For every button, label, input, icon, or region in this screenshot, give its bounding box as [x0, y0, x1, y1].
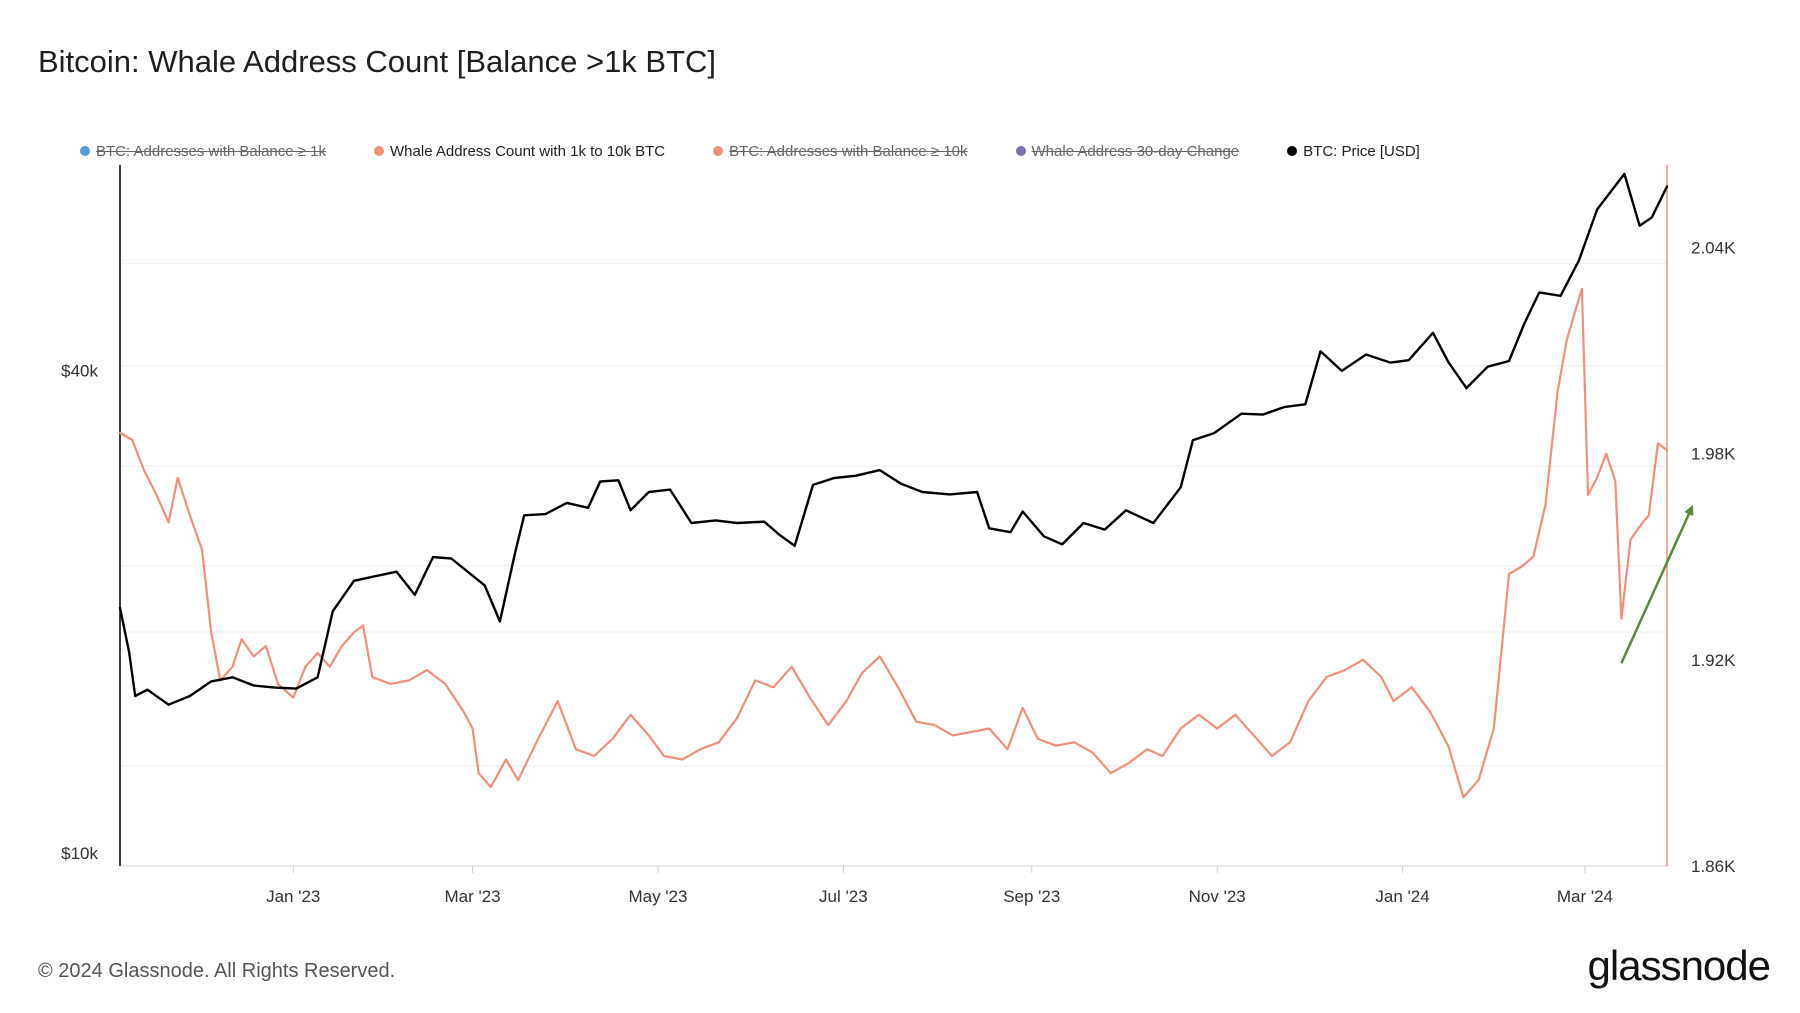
x-tick-label: Mar '24	[1557, 887, 1613, 906]
x-tick-label: Jul '23	[819, 887, 868, 906]
x-tick-label: Nov '23	[1189, 887, 1246, 906]
legend-item-btc-price[interactable]: BTC: Price [USD]	[1287, 143, 1420, 160]
brand-logo: glassnode	[1587, 942, 1771, 989]
legend-label: BTC: Addresses with Balance ≥ 1k	[96, 142, 327, 160]
x-tick-label: Mar '23	[444, 887, 500, 906]
series-lines	[118, 172, 1669, 799]
y-axis-right-ticks: 1.86K 1.92K 1.98K 2.04K	[1691, 238, 1736, 876]
x-axis-ticks: Jan '23 Mar '23 May '23 Jul '23 Sep '23 Nov '…	[266, 866, 1613, 906]
grid-lines	[120, 259, 1667, 767]
legend-item-whale-1k-10k[interactable]: Whale Address Count with 1k to 10k BTC	[374, 143, 665, 160]
axes	[119, 165, 1668, 867]
legend-label: Whale Address 30-day Change	[1031, 142, 1240, 160]
x-tick-label: Jan '24	[1375, 887, 1429, 906]
y-right-tick-label: 1.92K	[1691, 651, 1736, 670]
legend-dot-icon	[713, 146, 724, 156]
legend-item-addresses-10k[interactable]: BTC: Addresses with Balance ≥ 10k	[713, 142, 968, 160]
legend-item-addresses-1k[interactable]: BTC: Addresses with Balance ≥ 1k	[80, 143, 326, 160]
legend-dot-icon	[1287, 146, 1298, 156]
trend-arrow	[1620, 504, 1694, 664]
x-tick-label: Jan '23	[266, 887, 320, 906]
legend-dot-icon	[374, 146, 385, 156]
chart-title: Bitcoin: Whale Address Count [Balance >1…	[38, 44, 717, 79]
chart-legend: BTC: Addresses with Balance ≥ 1k Whale A…	[80, 140, 1468, 162]
y-axis-left-ticks: $10k $40k	[61, 362, 98, 863]
legend-label: BTC: Price [USD]	[1303, 142, 1420, 160]
y-right-tick-label: 1.86K	[1691, 857, 1736, 876]
series-line-btc-price	[118, 172, 1669, 706]
annotations	[1620, 504, 1694, 664]
footer-copyright: © 2024 Glassnode. All Rights Reserved.	[38, 960, 396, 982]
y-right-tick-label: 1.98K	[1691, 445, 1736, 464]
legend-label: Whale Address Count with 1k to 10k BTC	[390, 142, 666, 160]
x-tick-label: May '23	[628, 887, 687, 906]
y-left-tick-label: $10k	[61, 844, 98, 863]
y-left-tick-label: $40k	[61, 362, 98, 381]
x-tick-label: Sep '23	[1003, 887, 1060, 906]
y-right-tick-label: 2.04K	[1691, 238, 1736, 257]
legend-dot-icon	[80, 146, 90, 156]
series-line-whale-count	[118, 287, 1669, 799]
legend-label: BTC: Addresses with Balance ≥ 10k	[729, 142, 968, 160]
legend-dot-icon	[1015, 146, 1026, 156]
legend-item-30day-change[interactable]: Whale Address 30-day Change	[1015, 142, 1240, 160]
